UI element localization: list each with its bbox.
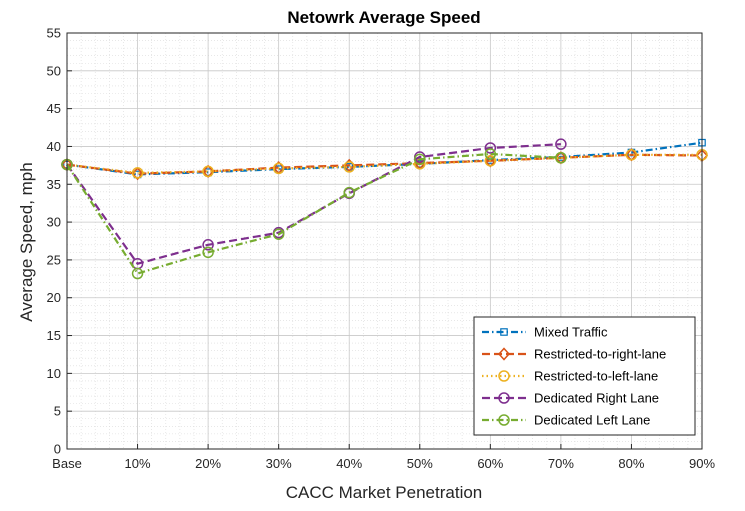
legend-label: Dedicated Right Lane — [534, 391, 659, 406]
y-tick-label: 35 — [47, 177, 61, 192]
y-tick-label: 50 — [47, 63, 61, 78]
data-point — [484, 142, 497, 154]
y-tick-label: 15 — [47, 328, 61, 343]
x-tick-label: 30% — [266, 456, 292, 471]
series-line — [66, 153, 703, 175]
y-tick-label: 20 — [47, 290, 61, 305]
series-line — [66, 141, 703, 176]
x-tick-label: 40% — [336, 456, 362, 471]
x-tick-label: 60% — [477, 456, 503, 471]
legend-item: Dedicated Right Lane — [482, 391, 659, 406]
y-tick-label: 55 — [47, 26, 61, 41]
y-tick-label: 25 — [47, 252, 61, 267]
legend-swatch-marker — [498, 370, 510, 382]
y-tick-label: 10 — [47, 366, 61, 381]
data-point — [625, 149, 638, 161]
x-tick-label: 20% — [195, 456, 221, 471]
legend-item: Dedicated Left Lane — [482, 413, 650, 428]
plot-frame — [66, 32, 703, 450]
legend: Mixed Traffic Restricted-to-right-lane Res… — [473, 316, 696, 436]
x-tick-label: 50% — [407, 456, 433, 471]
series-4 — [61, 148, 567, 280]
legend-label: Restricted-to-left-lane — [534, 369, 658, 384]
data-point — [131, 267, 144, 280]
legend-swatch-marker — [500, 328, 508, 336]
data-point — [343, 186, 355, 199]
x-tick-label: 70% — [548, 456, 574, 471]
legend-item: Mixed Traffic — [482, 325, 608, 340]
data-point — [484, 155, 497, 167]
legend-item: Restricted-to-right-lane — [482, 347, 666, 362]
series-line — [66, 152, 561, 275]
y-tick-label: 5 — [54, 404, 61, 419]
legend-item: Restricted-to-left-lane — [482, 369, 658, 384]
data-point — [272, 228, 285, 240]
data-point — [202, 239, 214, 251]
x-tick-label: 80% — [618, 456, 644, 471]
legend-box — [473, 316, 696, 436]
legend-label: Mixed Traffic — [534, 325, 608, 340]
series-layer — [60, 138, 709, 280]
major-grid — [66, 32, 703, 450]
x-tick-label: Base — [52, 456, 82, 471]
y-tick-label: 0 — [54, 442, 61, 457]
x-tick-label: 10% — [125, 456, 151, 471]
data-point — [272, 162, 285, 175]
y-axis-title: Average Speed, mph — [17, 162, 36, 321]
data-point — [484, 148, 497, 160]
y-tick-label: 30 — [47, 215, 61, 230]
y-tick-label: 40 — [47, 139, 61, 154]
legend-label: Restricted-to-right-lane — [534, 347, 666, 362]
data-point — [555, 138, 567, 150]
legend-label: Dedicated Left Lane — [534, 413, 650, 428]
minor-grid — [67, 33, 702, 449]
x-tick-label: 90% — [689, 456, 715, 471]
data-point — [414, 153, 426, 166]
x-axis-ticks: Base 10% 20% 30% 40% 50% 60% 70% 80% 90% — [52, 444, 715, 471]
data-point — [202, 246, 214, 259]
data-point — [555, 152, 567, 164]
legend-swatch-marker — [498, 392, 510, 404]
data-point — [131, 167, 144, 179]
y-axis-ticks: 0 5 10 15 20 25 30 35 40 45 50 55 — [47, 26, 72, 457]
data-point — [202, 165, 214, 178]
x-axis-title: CACC Market Penetration — [286, 483, 483, 502]
legend-swatch-marker — [497, 347, 511, 361]
series-line — [66, 143, 561, 265]
legend-swatch-marker — [498, 414, 510, 426]
y-tick-label: 45 — [47, 101, 61, 116]
data-point — [343, 161, 355, 173]
chart-title: Netowrk Average Speed — [287, 8, 480, 27]
